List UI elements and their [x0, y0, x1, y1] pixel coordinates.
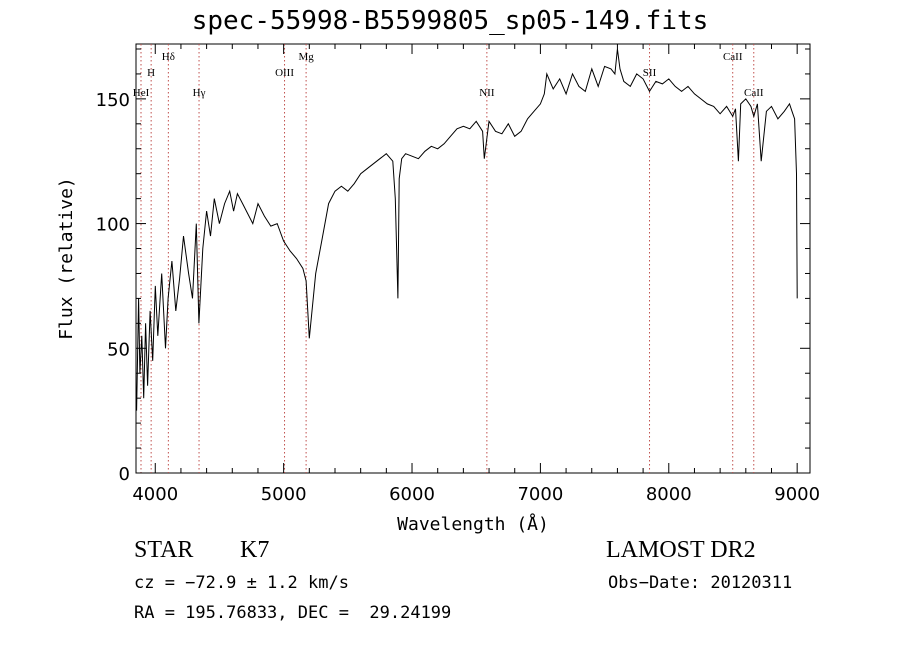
coords-text: RA = 195.76833, DEC = 29.24199 — [134, 603, 452, 623]
plot-frame — [135, 43, 811, 474]
x-tick-label-5: 9000 — [774, 484, 820, 505]
marker-label-7: SII — [643, 67, 657, 79]
marker-label-9: CaII — [744, 87, 764, 99]
x-tick-label-0: 4000 — [132, 484, 178, 505]
x-tick-label-2: 6000 — [389, 484, 435, 505]
marker-label-6: NII — [479, 87, 495, 99]
object-class: STAR — [134, 537, 194, 563]
marker-label-3: Hγ — [193, 87, 206, 99]
y-tick-label-3: 150 — [96, 90, 130, 111]
marker-label-4: OIII — [275, 67, 294, 79]
x-axis-label: Wavelength (Å) — [397, 513, 549, 535]
survey-name: LAMOST DR2 — [606, 537, 756, 563]
y-axis-label: Flux (relative) — [56, 177, 77, 340]
marker-label-0: HeI — [133, 87, 150, 99]
marker-label-2: Hδ — [162, 51, 175, 63]
y-tick-label-2: 100 — [96, 215, 130, 236]
x-tick-label-3: 7000 — [517, 484, 563, 505]
redshift-text: cz = −72.9 ± 1.2 km/s — [134, 573, 349, 593]
x-tick-label-1: 5000 — [261, 484, 307, 505]
obs-date-text: Obs−Date: 20120311 — [608, 573, 793, 593]
spectrum-line — [136, 48, 798, 411]
marker-label-8: CaII — [723, 51, 743, 63]
x-tick-label-4: 8000 — [646, 484, 692, 505]
chart-title: spec-55998-B5599805_sp05-149.fits — [191, 6, 709, 36]
y-tick-label-1: 50 — [107, 339, 130, 360]
marker-label-5: Mg — [298, 51, 314, 63]
spectral-type: K7 — [240, 537, 270, 563]
y-tick-label-0: 0 — [119, 464, 130, 485]
marker-label-1: H — [147, 67, 155, 79]
